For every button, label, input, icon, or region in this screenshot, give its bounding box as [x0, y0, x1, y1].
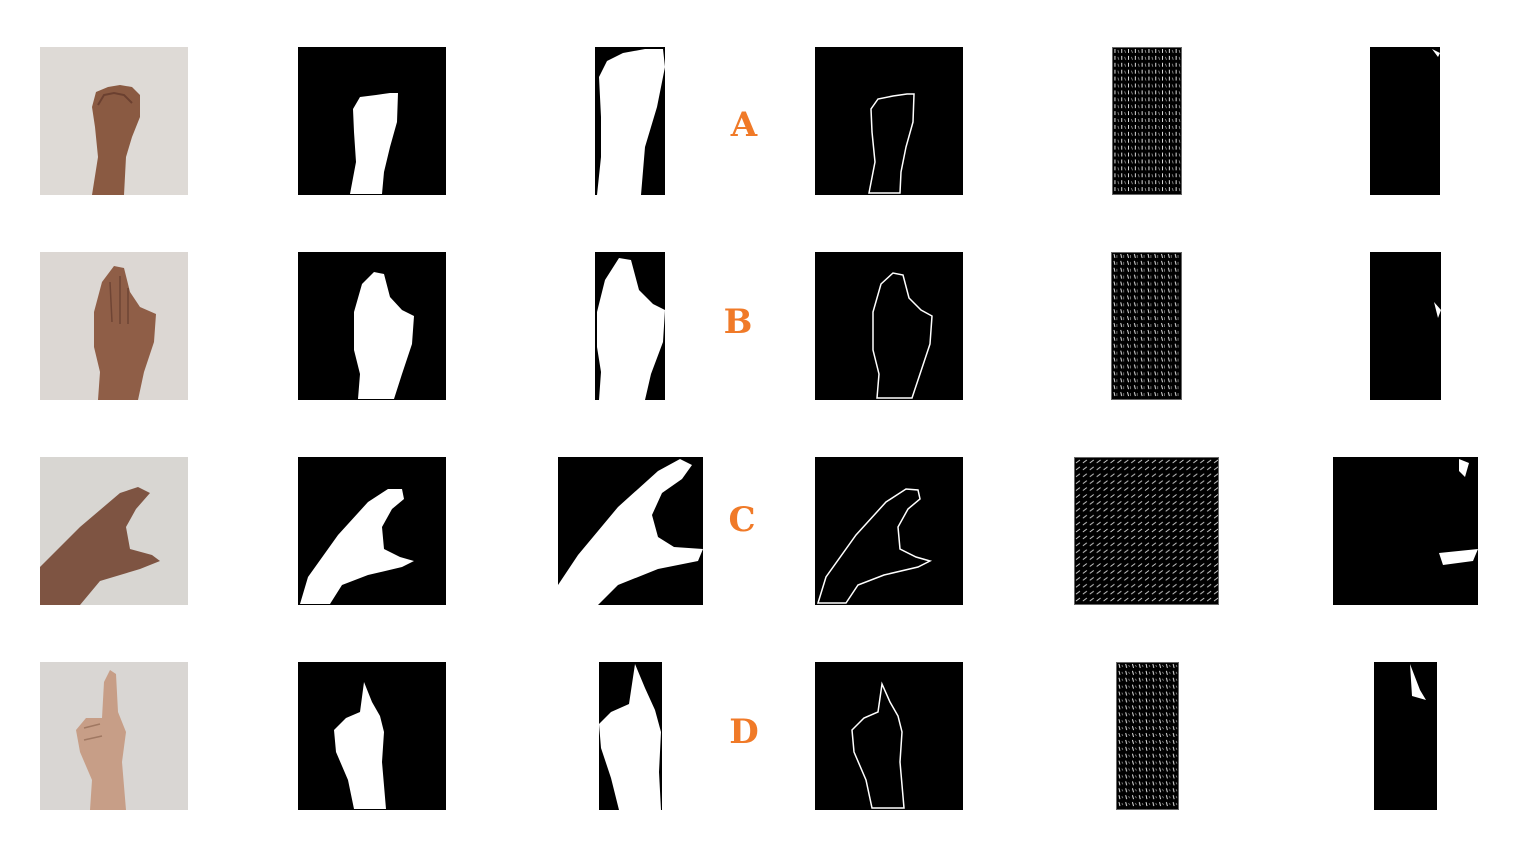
row-d-binary-mask: [298, 662, 446, 810]
row-b-hand-photo: [40, 252, 188, 400]
row-d-letter: D: [714, 712, 774, 752]
row-c-letter: C: [712, 500, 772, 540]
row-b-hog-features: [1111, 252, 1182, 400]
row-c-edge-contour: [815, 457, 963, 605]
row-c-hand-photo: [40, 457, 188, 605]
row-d-cropped-mask: [599, 662, 662, 810]
row-a-binary-mask: [298, 47, 446, 195]
row-b-letter: B: [708, 302, 768, 342]
row-c-hog-features: [1074, 457, 1219, 605]
row-b-feature-mask: [1370, 252, 1441, 400]
row-a-hand-photo: [40, 47, 188, 195]
row-d-hog-features: [1116, 662, 1179, 810]
row-d-hand-photo: [40, 662, 188, 810]
row-c-binary-mask: [298, 457, 446, 605]
row-b-cropped-mask: [595, 252, 665, 400]
row-c-cropped-mask: [558, 457, 703, 605]
row-d-feature-mask: [1374, 662, 1437, 810]
row-a-cropped-mask: [595, 47, 665, 195]
row-b-binary-mask: [298, 252, 446, 400]
row-a-edge-contour: [815, 47, 963, 195]
row-c-feature-mask: [1333, 457, 1478, 605]
row-a-feature-mask: [1370, 47, 1440, 195]
row-a-hog-features: [1112, 47, 1182, 195]
row-b-edge-contour: [815, 252, 963, 400]
row-a-letter: A: [714, 105, 774, 145]
row-d-edge-contour: [815, 662, 963, 810]
